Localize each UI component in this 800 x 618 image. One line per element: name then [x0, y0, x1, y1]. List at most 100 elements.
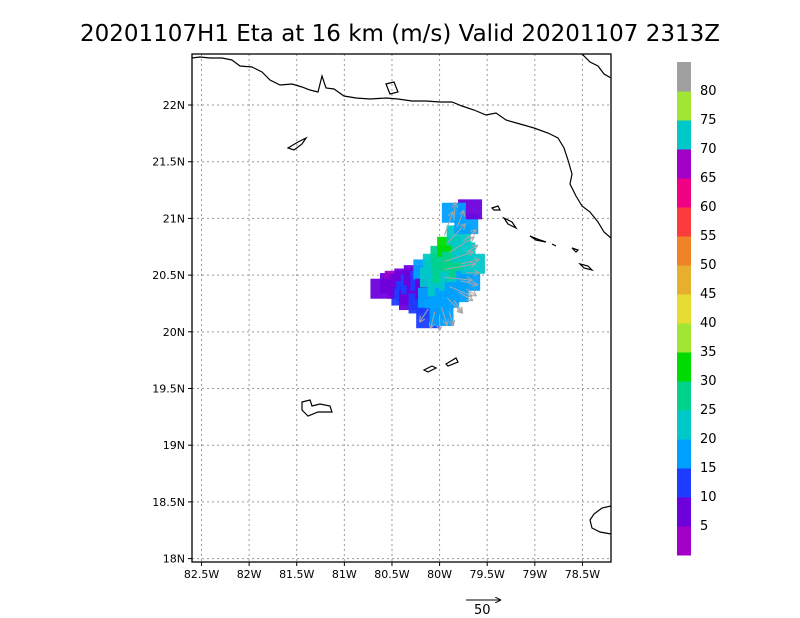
wind-speed-cell — [429, 305, 454, 326]
y-tick-label: 19N — [163, 439, 185, 452]
colorbar-label: 60 — [700, 200, 717, 215]
colorbar-label: 10 — [700, 490, 717, 505]
little-cayman — [445, 357, 459, 367]
colorbar-label: 45 — [700, 287, 717, 302]
y-tick-label: 20N — [163, 326, 185, 339]
wind-vector — [420, 308, 429, 321]
colorbar-segment — [677, 410, 691, 440]
x-tick-label: 80.5W — [374, 568, 409, 581]
x-tick-label: 79W — [522, 568, 547, 581]
cuba-north-coast-west — [192, 56, 233, 61]
y-axis: 18N 18.5N 19N 19.5N 20N 20.5N 21N 21.5N 22N — [152, 99, 192, 566]
colorbar-label: 80 — [700, 84, 717, 99]
colorbar-label: 65 — [700, 171, 717, 186]
wind-vector — [453, 299, 462, 312]
colorbar-segment — [677, 149, 691, 179]
y-tick-label: 18.5N — [152, 496, 185, 509]
x-axis: 82.5W 82W 81.5W 81W 80.5W 80W 79.5W 79W 78.5W — [184, 562, 600, 581]
y-tick-label: 19.5N — [152, 383, 185, 396]
wind-vector — [448, 311, 453, 325]
colorbar-segment — [677, 468, 691, 498]
colorbar-segment — [677, 178, 691, 208]
wind-vector — [448, 237, 473, 253]
wind-vectors — [420, 203, 478, 330]
colorbar-segment — [677, 439, 691, 469]
coastline-outlines — [192, 54, 611, 535]
cuba-north-coast-east — [581, 54, 611, 79]
cay-cluster-3 — [529, 235, 547, 243]
wind-speed-cells — [370, 199, 485, 329]
wind-vector — [454, 203, 455, 221]
wind-vector — [463, 230, 475, 242]
x-tick-label: 79.5W — [470, 568, 505, 581]
wind-vector — [465, 288, 476, 296]
colorbar-segment — [677, 265, 691, 295]
colorbar-segment — [677, 91, 691, 121]
cuba-north-coast — [231, 59, 611, 239]
colorbar-segment — [677, 62, 691, 92]
colorbar-segment — [677, 497, 691, 527]
colorbar-label: 20 — [700, 432, 717, 447]
x-tick-label: 78.5W — [565, 568, 600, 581]
wind-vector — [443, 212, 452, 236]
x-tick-label: 81.5W — [279, 568, 314, 581]
colorbar-segment — [677, 294, 691, 324]
cay-cluster-4 — [551, 243, 557, 247]
colorbar-label: 15 — [700, 461, 717, 476]
y-tick-label: 22N — [163, 99, 185, 112]
colorbar-label: 40 — [700, 316, 717, 331]
wind-vector — [441, 306, 446, 325]
wind-vector — [448, 285, 471, 296]
colorbar-label: 70 — [700, 142, 717, 157]
colorbar-segment — [677, 352, 691, 382]
isla-de-la-juventud-cay — [286, 136, 308, 151]
colorbar-label: 55 — [700, 229, 717, 244]
y-tick-label: 21N — [163, 212, 185, 225]
colorbar-segment — [677, 207, 691, 237]
colorbar-label: 25 — [700, 403, 717, 418]
colorbar: 5 10 15 20 25 30 35 40 45 50 55 60 65 70 75 80 — [677, 62, 717, 556]
wind-vector — [460, 280, 477, 285]
x-tick-label: 82W — [237, 568, 262, 581]
wind-speed-cell — [460, 253, 485, 274]
colorbar-segment — [677, 381, 691, 411]
wind-vector — [444, 252, 473, 262]
colorbar-label: 5 — [700, 519, 708, 534]
reference-vector: 50 — [466, 600, 500, 618]
colorbar-label: 75 — [700, 113, 717, 128]
cay-cluster-5 — [571, 247, 580, 253]
x-tick-label: 80W — [427, 568, 452, 581]
colorbar-segment — [677, 526, 691, 556]
wind-speed-cell — [456, 270, 481, 291]
colorbar-label: 50 — [700, 258, 717, 273]
cay-cluster-6 — [578, 262, 594, 272]
colorbar-segment — [677, 120, 691, 150]
y-tick-label: 21.5N — [152, 156, 185, 169]
wind-vector — [456, 211, 464, 228]
wind-vector — [460, 260, 479, 265]
wind-speed-cell — [370, 278, 395, 299]
reference-vector-label: 50 — [474, 603, 491, 618]
wind-vector — [431, 311, 436, 327]
cayman-brac — [422, 365, 438, 373]
cay-cluster-1 — [490, 205, 501, 211]
key-island — [385, 81, 399, 95]
x-tick-label: 81W — [332, 568, 357, 581]
wind-vector — [446, 224, 465, 244]
colorbar-label: 30 — [700, 374, 717, 389]
jamaica-west — [589, 505, 611, 535]
colorbar-segment — [677, 323, 691, 353]
wind-vector — [458, 291, 473, 300]
chart-title: 20201107H1 Eta at 16 km (m/s) Valid 2020… — [80, 21, 720, 47]
y-tick-label: 20.5N — [152, 269, 185, 282]
wind-vector — [444, 277, 471, 280]
grand-cayman — [301, 399, 333, 417]
x-tick-label: 82.5W — [184, 568, 219, 581]
plot-frame — [191, 53, 612, 563]
y-tick-label: 18N — [163, 553, 185, 566]
wind-vector — [444, 264, 475, 270]
cay-cluster-2 — [502, 216, 518, 230]
colorbar-segment — [677, 236, 691, 266]
colorbar-label: 35 — [700, 345, 717, 360]
